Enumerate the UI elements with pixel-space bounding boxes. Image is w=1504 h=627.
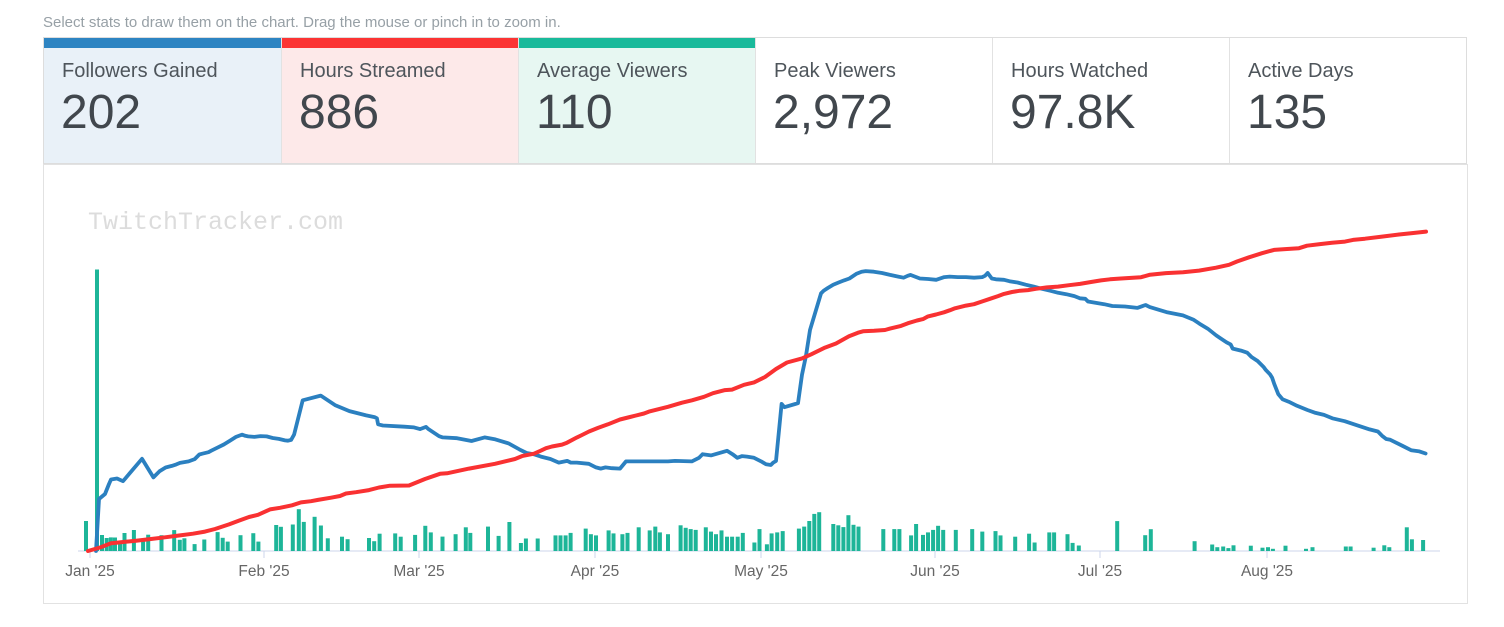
svg-text:May '25: May '25 (734, 563, 788, 580)
svg-text:TwitchTracker.com: TwitchTracker.com (88, 208, 343, 237)
svg-text:Jul '25: Jul '25 (1078, 563, 1122, 580)
svg-text:Jan '25: Jan '25 (65, 563, 115, 580)
svg-text:Mar '25: Mar '25 (393, 563, 444, 580)
svg-text:Feb '25: Feb '25 (238, 563, 289, 580)
svg-text:Apr '25: Apr '25 (571, 563, 620, 580)
svg-text:Aug '25: Aug '25 (1241, 563, 1293, 580)
svg-text:Jun '25: Jun '25 (910, 563, 960, 580)
